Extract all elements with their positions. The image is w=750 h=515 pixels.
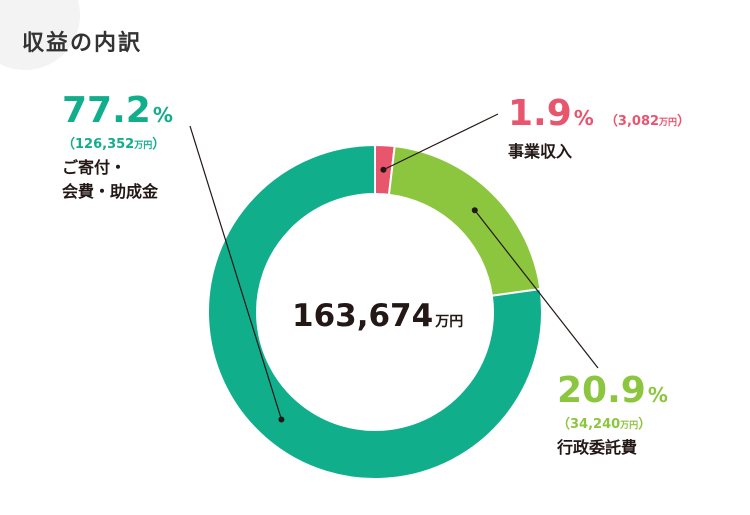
amount-text: （34,240万円） [557,413,668,432]
amount-close: ） [677,114,691,129]
amount-value: （3,082 [604,114,660,129]
center-total: 163,674 万円 [292,298,463,334]
leader-line-government-contract [474,209,599,369]
chart-title: 収益の内訳 [22,31,143,56]
amount-text: （3,082万円） [605,114,690,129]
leader-dot [380,166,387,173]
amount-close: ） [152,137,166,152]
leader-line-business-income [383,113,499,171]
percent-value: 20.9 [557,370,646,411]
amount-unit: 万円 [620,421,639,431]
label-government-contract: 20.9% （34,240万円） 行政委託費 [557,373,668,460]
percent-sign: % [647,383,668,407]
slice-government-contract [387,145,542,297]
category-label: 事業収入 [508,142,573,161]
amount-text: （126,352万円） [62,133,173,152]
slice-donations [207,143,543,480]
label-business-income: 1.9% （3,082万円） 事業収入 [508,96,690,164]
center-total-value: 163,674 [292,298,434,334]
amount-unit: 万円 [659,118,678,128]
center-total-unit: 万円 [435,314,464,330]
leader-dot [471,207,478,214]
percent-sign: % [573,106,594,130]
category-label: 行政委託費 [557,438,638,457]
leader-line-donations [189,125,283,420]
amount-unit: 万円 [134,141,153,151]
category-label-line-1: ご寄付・ [62,158,127,177]
percent-value: 1.9 [508,93,572,134]
amount-value: （34,240 [557,417,621,432]
percent-value: 77.2 [62,90,151,131]
category-label-line-2: 会費・助成金 [62,182,159,201]
label-donations: 77.2% （126,352万円） ご寄付・ 会費・助成金 [62,93,173,204]
amount-value: （126,352 [62,137,135,152]
amount-close: ） [638,417,652,432]
percent-sign: % [152,103,173,127]
leader-dot [278,416,285,423]
